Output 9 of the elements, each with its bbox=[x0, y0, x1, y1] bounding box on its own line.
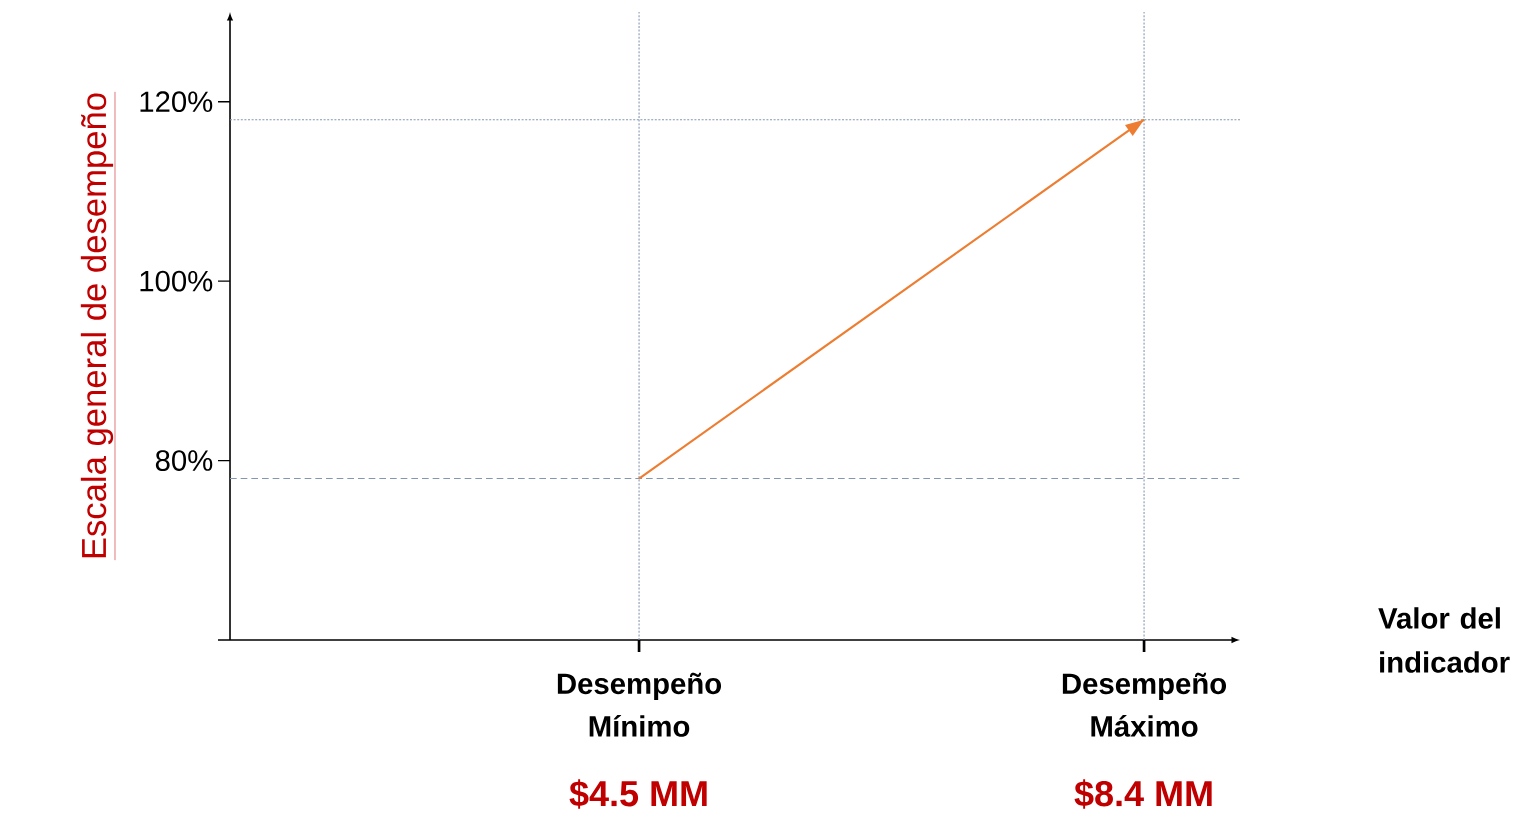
x-axis-title: Valor del indicador bbox=[1378, 607, 1510, 673]
x-tick-label: Desempeño Máximo bbox=[1062, 672, 1227, 737]
y-axis-title: Escala general de desempeño bbox=[80, 93, 114, 558]
text: $8.4 MM bbox=[1074, 779, 1212, 809]
y-tick-label: 100% bbox=[140, 270, 213, 292]
y-tick-label: 80% bbox=[155, 450, 213, 471]
text: $4.5 MM bbox=[569, 779, 707, 809]
y-tick-label: 120% bbox=[140, 91, 213, 113]
x-tick-label: Desempeño Mínimo bbox=[557, 672, 722, 737]
